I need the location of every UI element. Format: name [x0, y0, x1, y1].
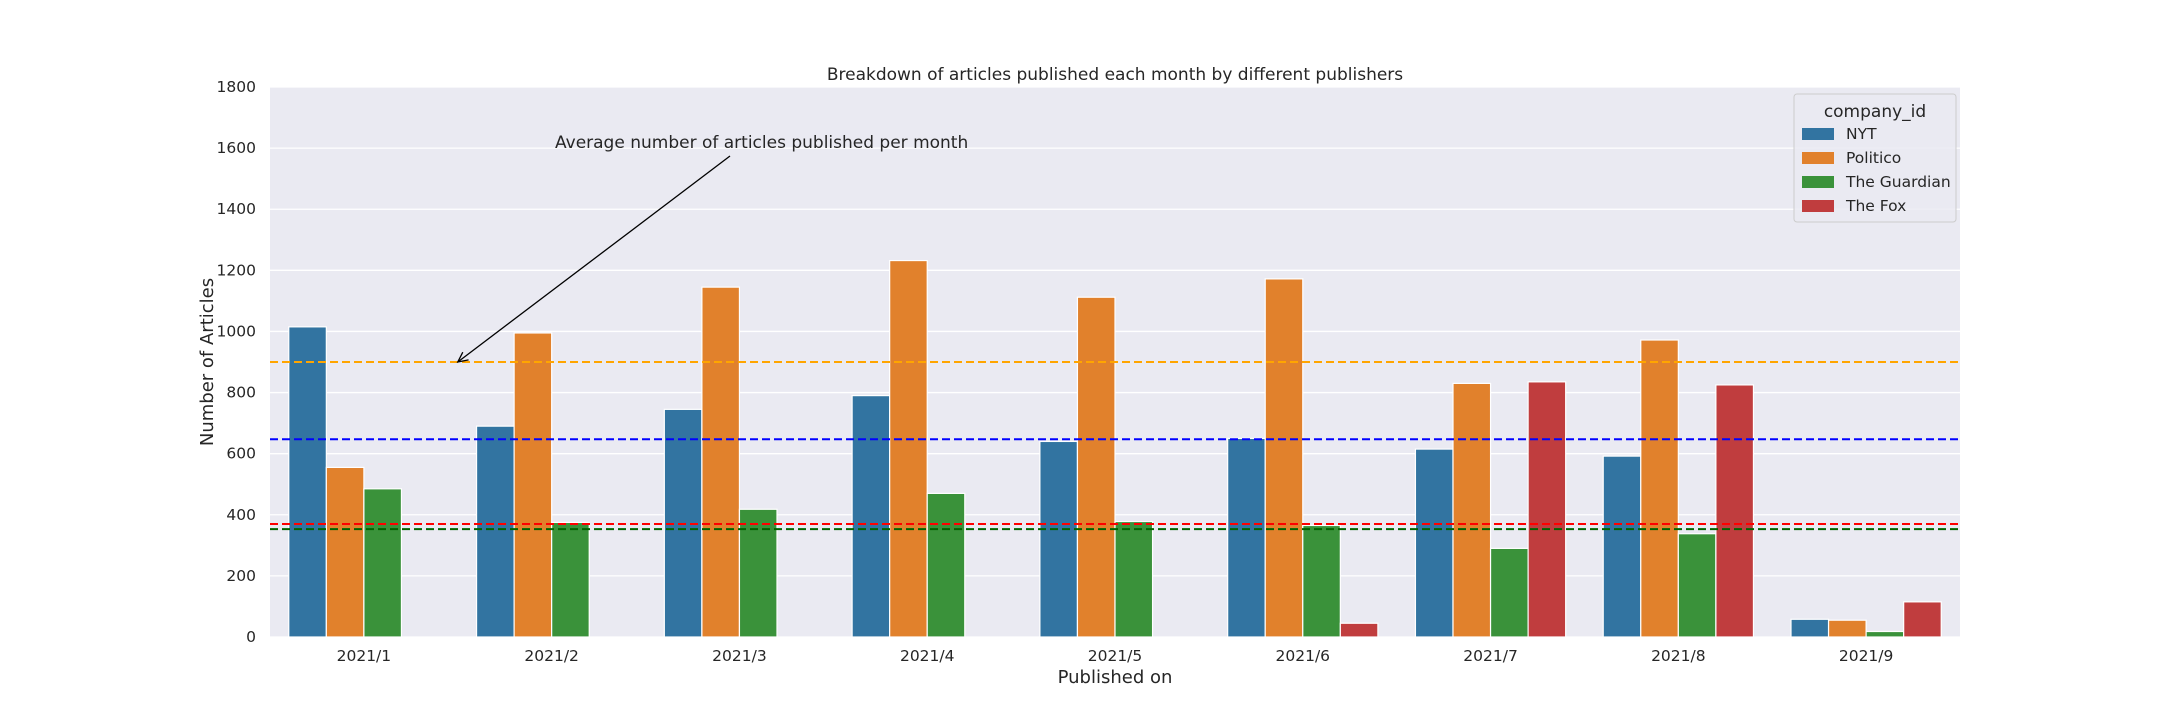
x-tick-labels: 2021/1 2021/2 2021/3 2021/4 2021/5 2021/6 2021… — [337, 647, 1894, 665]
x-tick-label: 2021/9 — [1839, 647, 1894, 665]
x-tick-label: 2021/7 — [1463, 647, 1518, 665]
y-tick-label: 0 — [246, 628, 256, 646]
bar-the-guardian-2021-6 — [1302, 524, 1341, 638]
bars — [288, 259, 1942, 638]
legend-label: NYT — [1846, 125, 1877, 143]
bar-politico-2021-9 — [1827, 619, 1867, 638]
bar-politico-2021-5 — [1076, 296, 1116, 638]
bar-the-fox-2021-9 — [1903, 601, 1942, 638]
bar-nyt-2021-9 — [1790, 618, 1830, 638]
annotation-arrow — [457, 155, 731, 363]
bar-nyt-2021-4 — [851, 395, 891, 638]
legend-label: Politico — [1846, 149, 1901, 167]
bar-the-guardian-2021-8 — [1677, 533, 1717, 638]
legend-swatch — [1802, 152, 1834, 164]
legend-box — [1793, 93, 1957, 223]
bar-nyt-2021-8 — [1602, 455, 1642, 638]
x-tick-label: 2021/8 — [1651, 647, 1706, 665]
legend-swatch — [1802, 176, 1834, 188]
bar-politico-2021-4 — [889, 259, 928, 638]
bar-the-guardian-2021-3 — [738, 508, 778, 638]
bar-nyt-2021-6 — [1227, 437, 1266, 638]
legend-swatch — [1802, 128, 1834, 140]
bar-politico-2021-3 — [701, 286, 741, 638]
y-tick-label: 400 — [226, 506, 256, 524]
chart-title: Breakdown of articles published each mon… — [827, 65, 1403, 85]
bar-politico-2021-8 — [1640, 339, 1679, 638]
bar-the-guardian-2021-7 — [1489, 547, 1529, 638]
y-tick-label: 800 — [226, 384, 256, 402]
bar-the-guardian-2021-4 — [926, 492, 966, 638]
annotation-arrowhead — [456, 351, 469, 363]
y-tick-label: 1600 — [217, 139, 256, 157]
x-tick-label: 2021/5 — [1088, 647, 1143, 665]
bar-politico-2021-7 — [1452, 382, 1492, 638]
y-tick-label: 200 — [226, 567, 256, 585]
x-tick-label: 2021/4 — [900, 647, 955, 665]
y-tick-label: 1400 — [217, 200, 256, 218]
y-tick-label: 1200 — [217, 261, 256, 279]
x-axis-label: Published on — [1058, 667, 1173, 688]
y-tick-label: 1800 — [217, 78, 256, 96]
bar-the-guardian-2021-9 — [1865, 630, 1905, 638]
x-tick-label: 2021/3 — [712, 647, 767, 665]
legend-label: The Fox — [1845, 197, 1906, 215]
bar-nyt-2021-2 — [475, 425, 515, 638]
bar-the-guardian-2021-5 — [1114, 520, 1154, 638]
annotation-text: Average number of articles published per… — [555, 133, 968, 153]
legend-items: NYT Politico The Guardian The Fox — [1802, 125, 1951, 215]
bar-the-guardian-2021-2 — [551, 521, 590, 638]
legend-label: The Guardian — [1845, 173, 1951, 191]
annotation: Average number of articles published per… — [456, 133, 968, 363]
reference-lines — [270, 361, 1960, 531]
legend-title: company_id — [1824, 102, 1926, 122]
bar-politico-2021-6 — [1264, 278, 1304, 638]
bar-the-guardian-2021-1 — [363, 488, 403, 638]
x-tick-label: 2021/1 — [337, 647, 392, 665]
bar-nyt-2021-7 — [1414, 448, 1454, 638]
x-tick-label: 2021/6 — [1276, 647, 1331, 665]
y-axis-label: Number of Articles — [197, 278, 218, 446]
bar-nyt-2021-1 — [288, 326, 327, 638]
bar-the-fox-2021-6 — [1339, 622, 1379, 638]
bar-politico-2021-2 — [513, 332, 553, 638]
y-tick-label: 1000 — [217, 322, 256, 340]
bar-the-fox-2021-7 — [1527, 381, 1567, 638]
x-tick-label: 2021/2 — [524, 647, 579, 665]
bar-nyt-2021-5 — [1039, 440, 1079, 638]
bar-politico-2021-1 — [325, 466, 365, 638]
bar-the-fox-2021-8 — [1715, 384, 1755, 638]
legend: company_id NYT Politico The Guardian The Fo… — [1793, 93, 1957, 223]
y-tick-labels: 0 200 400 600 800 1000 1200 1400 1600 1800 — [217, 78, 256, 646]
y-tick-label: 600 — [226, 445, 256, 463]
legend-swatch — [1802, 200, 1834, 212]
